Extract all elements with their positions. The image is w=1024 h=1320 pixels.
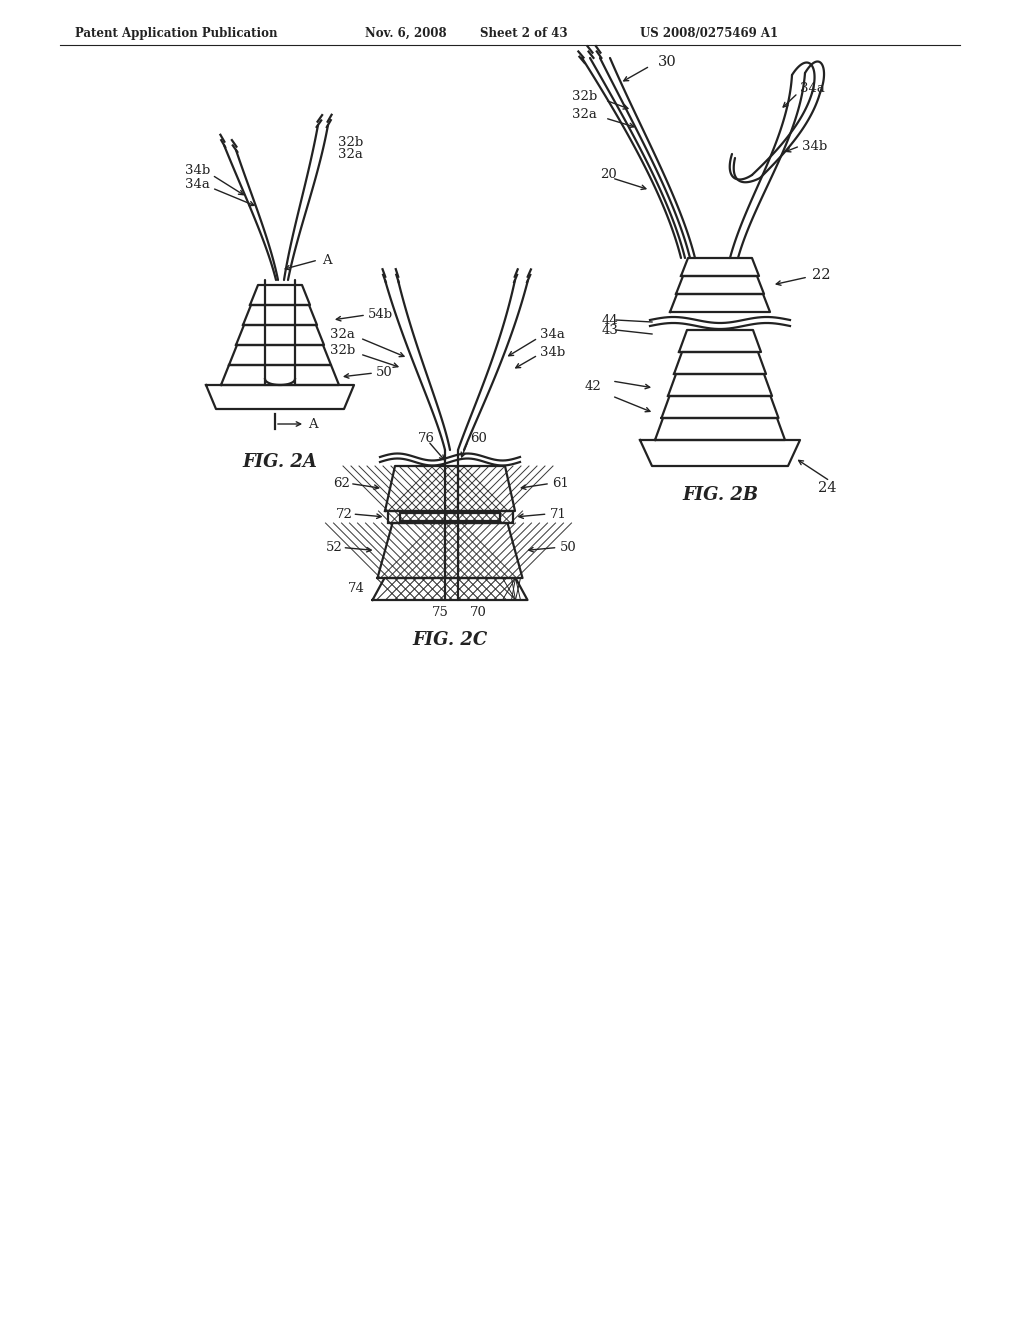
Text: 30: 30 — [658, 55, 677, 69]
Text: 54b: 54b — [368, 309, 393, 322]
Text: 71: 71 — [550, 507, 566, 520]
Text: 74: 74 — [347, 582, 365, 595]
Text: Sheet 2 of 43: Sheet 2 of 43 — [480, 26, 567, 40]
Text: 76: 76 — [418, 432, 435, 445]
Text: 34b: 34b — [185, 164, 210, 177]
Text: A: A — [322, 253, 332, 267]
Text: FIG. 2B: FIG. 2B — [682, 486, 758, 504]
Text: Patent Application Publication: Patent Application Publication — [75, 26, 278, 40]
Text: 22: 22 — [812, 268, 830, 282]
Text: Nov. 6, 2008: Nov. 6, 2008 — [365, 26, 446, 40]
Text: 43: 43 — [602, 323, 618, 337]
Text: 62: 62 — [333, 477, 350, 490]
Text: US 2008/0275469 A1: US 2008/0275469 A1 — [640, 26, 778, 40]
Text: A: A — [308, 417, 317, 430]
Text: 34a: 34a — [800, 82, 825, 95]
Text: 24: 24 — [818, 480, 837, 495]
Text: 32b: 32b — [330, 345, 355, 358]
Text: 61: 61 — [552, 477, 569, 490]
Text: 52: 52 — [326, 541, 342, 554]
Text: FIG. 2A: FIG. 2A — [243, 453, 317, 471]
FancyBboxPatch shape — [400, 513, 500, 521]
Text: 72: 72 — [336, 507, 352, 520]
Text: 70: 70 — [470, 606, 486, 619]
Text: 42: 42 — [585, 380, 602, 392]
Text: 34b: 34b — [802, 140, 827, 153]
Text: 20: 20 — [600, 168, 616, 181]
Text: 34b: 34b — [540, 346, 565, 359]
Text: 50: 50 — [559, 541, 577, 554]
Text: 32b: 32b — [572, 90, 597, 103]
Text: 32a: 32a — [330, 329, 355, 342]
Text: FIG. 2C: FIG. 2C — [413, 631, 487, 649]
Text: 50: 50 — [376, 367, 393, 380]
Text: 32b: 32b — [338, 136, 364, 149]
Text: 34a: 34a — [540, 329, 565, 342]
Text: 60: 60 — [470, 432, 486, 445]
Text: 75: 75 — [432, 606, 449, 619]
Text: 32a: 32a — [572, 108, 597, 121]
Text: 32a: 32a — [338, 149, 362, 161]
Text: 34a: 34a — [185, 177, 210, 190]
Text: 44: 44 — [602, 314, 618, 326]
